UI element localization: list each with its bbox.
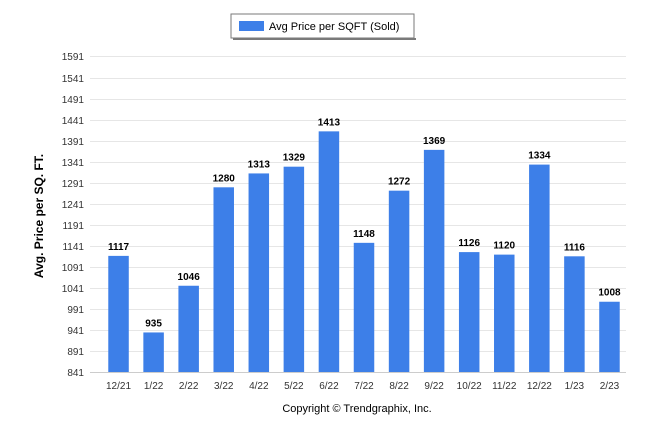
y-tick-label: 1191	[62, 221, 84, 232]
y-axis-ticks: 841 891 941 991 1041 1091 1141 1191 1241 1291 1341…	[62, 52, 85, 379]
y-tick-label: 1141	[62, 242, 84, 253]
x-tick-label: 9/22	[424, 381, 444, 392]
bars	[108, 131, 620, 372]
legend-shadow	[233, 38, 416, 40]
bar	[564, 256, 585, 372]
x-tick-label: 11/22	[492, 381, 517, 392]
bar	[213, 187, 234, 372]
y-tick-label: 1241	[62, 200, 85, 211]
x-tick-label: 7/22	[354, 381, 374, 392]
y-axis-title: Avg. Price per SQ. FT.	[32, 154, 46, 278]
data-label: 1116	[564, 242, 586, 253]
data-label: 1272	[388, 177, 411, 188]
data-label: 1280	[213, 173, 236, 184]
x-tick-label: 2/22	[179, 381, 199, 392]
bar	[529, 164, 550, 372]
y-tick-label: 1441	[62, 116, 85, 127]
x-tick-label: 12/21	[106, 381, 131, 392]
y-tick-label: 1041	[62, 284, 85, 295]
bar	[143, 332, 164, 372]
legend: Avg Price per SQFT (Sold)	[230, 13, 416, 40]
bar	[318, 131, 340, 372]
data-label: 1413	[318, 117, 341, 128]
bar	[599, 301, 620, 372]
bar	[388, 190, 410, 372]
y-tick-label: 841	[67, 368, 84, 379]
y-tick-label: 1591	[62, 52, 85, 63]
x-tick-label: 3/22	[214, 381, 234, 392]
y-tick-label: 891	[67, 347, 84, 358]
data-label: 1329	[283, 153, 306, 164]
x-tick-label: 1/23	[565, 381, 585, 392]
y-tick-label: 1291	[62, 179, 85, 190]
bar	[283, 166, 305, 372]
bar	[178, 285, 199, 372]
x-axis-ticks: 12/21 1/22 2/22 3/22 4/22 5/22 6/22 7/22 8/22 9/2…	[106, 381, 620, 392]
data-label: 1334	[528, 151, 551, 162]
legend-swatch	[239, 21, 264, 31]
data-label: 1126	[458, 238, 480, 249]
bar	[458, 252, 480, 372]
y-tick-label: 1541	[62, 74, 85, 85]
data-label: 1046	[178, 272, 201, 283]
bar	[353, 242, 375, 372]
data-labels: 1117 935 1046 1280 1313 1329 1413 1148 1272 1369 1…	[108, 117, 621, 329]
x-tick-label: 6/22	[319, 381, 339, 392]
data-label: 1117	[108, 242, 130, 253]
bar	[108, 255, 129, 372]
copyright-text: Copyright © Trendgraphix, Inc.	[282, 403, 431, 415]
data-label: 1008	[598, 288, 621, 299]
data-label: 935	[145, 318, 162, 329]
y-tick-label: 991	[67, 305, 84, 316]
data-label: 1120	[493, 241, 515, 252]
y-tick-label: 1391	[62, 137, 85, 148]
y-tick-label: 1341	[62, 158, 85, 169]
x-tick-label: 5/22	[284, 381, 304, 392]
y-tick-label: 1091	[62, 263, 85, 274]
x-tick-label: 12/22	[527, 381, 552, 392]
data-label: 1313	[248, 159, 271, 170]
x-tick-label: 8/22	[389, 381, 409, 392]
x-tick-label: 1/22	[144, 381, 164, 392]
bar	[423, 149, 445, 372]
legend-label: Avg Price per SQFT (Sold)	[269, 21, 399, 33]
data-label: 1148	[353, 229, 375, 240]
x-tick-label: 4/22	[249, 381, 269, 392]
y-tick-label: 1491	[62, 95, 85, 106]
bar	[248, 173, 270, 372]
x-tick-label: 2/23	[600, 381, 620, 392]
x-tick-label: 10/22	[457, 381, 482, 392]
y-tick-label: 941	[67, 326, 84, 337]
bar	[494, 254, 515, 372]
data-label: 1369	[423, 136, 446, 147]
